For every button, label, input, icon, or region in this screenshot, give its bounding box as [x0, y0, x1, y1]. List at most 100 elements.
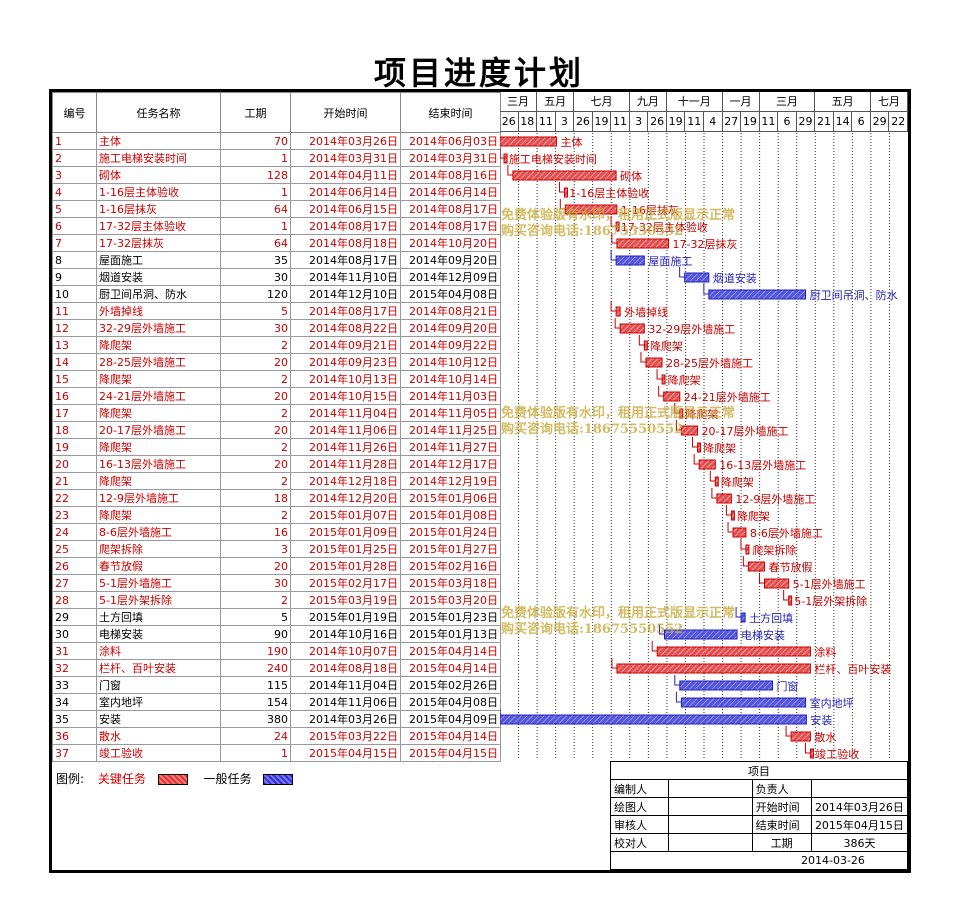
- task-start: 2015年02月17日: [290, 574, 401, 592]
- gantt-bar-label: 5-1层外架拆除: [794, 594, 867, 608]
- task-id: 20: [52, 455, 97, 473]
- table-row: 23 降爬架 2 2015年01月07日 2015年01月08日: [52, 506, 501, 524]
- gantt-bar: [512, 170, 617, 181]
- task-duration: 30: [220, 268, 291, 286]
- table-row: 34 室内地坪 154 2014年11月06日 2015年04月08日: [52, 693, 501, 711]
- task-end: 2014年06月03日: [400, 132, 501, 150]
- task-end: 2014年06月14日: [400, 183, 501, 201]
- table-row: 20 16-13层外墙施工 20 2014年11月28日 2014年12月17日: [52, 455, 501, 473]
- table-row: 7 17-32层抹灰 64 2014年08月18日 2014年10月20日: [52, 234, 501, 252]
- task-duration: 380: [220, 710, 291, 728]
- task-id: 35: [52, 710, 97, 728]
- timeline-day: 11: [611, 112, 630, 132]
- gantt-bar: [740, 612, 746, 623]
- table-row: 10 厨卫间吊洞、防水 120 2014年12月10日 2015年04月08日: [52, 285, 501, 303]
- task-end: 2015年01月27日: [400, 540, 501, 558]
- task-name: 砌体: [96, 166, 221, 184]
- task-duration: 16: [220, 523, 291, 541]
- gantt-bar-label: 屋面施工: [648, 255, 692, 268]
- timeline-day: 11: [685, 112, 704, 132]
- gantt-bar: [697, 442, 702, 453]
- dependency-link: [614, 318, 621, 329]
- task-duration: 20: [220, 421, 291, 439]
- task-end: 2015年01月24日: [400, 523, 501, 541]
- legend-normal-swatch: [263, 774, 294, 785]
- dependency-link: [610, 250, 617, 261]
- gantt-bar-label: 28-25层外墙施工: [666, 356, 753, 370]
- timeline-month: 七月: [574, 92, 630, 112]
- gantt-bar: [500, 714, 807, 725]
- dependency-link: [703, 284, 709, 295]
- task-duration: 2: [220, 472, 291, 490]
- task-name: 降爬架: [96, 506, 221, 524]
- gantt-bar: [619, 323, 645, 334]
- task-name: 17-32层抹灰: [96, 234, 221, 252]
- gantt-bar: [680, 425, 699, 436]
- task-duration: 20: [220, 455, 291, 473]
- info-start-label: 开始时间: [751, 797, 812, 816]
- task-duration: 120: [220, 285, 291, 303]
- dependency-link: [785, 726, 792, 737]
- task-name: 春节放假: [96, 557, 221, 575]
- gantt-bar-label: 8-6层外墙施工: [750, 526, 823, 540]
- gantt-bar-label: 主体: [560, 135, 582, 149]
- task-name: 5-1层外墙施工: [96, 574, 221, 592]
- dependency-link: [674, 403, 680, 414]
- timeline-day: 11: [759, 112, 779, 132]
- gantt-bar-label: 降爬架: [721, 475, 754, 489]
- task-id: 21: [52, 472, 97, 490]
- dependency-link: [559, 199, 566, 210]
- task-id: 3: [52, 166, 97, 184]
- gantt-bar: [698, 459, 716, 470]
- timeline-day: 26: [500, 112, 519, 132]
- gantt-bar: [503, 153, 508, 164]
- task-id: 10: [52, 285, 97, 303]
- info-owner: 负责人: [751, 779, 812, 798]
- task-end: 2015年01月06日: [400, 489, 501, 507]
- dependency-link: [711, 488, 717, 499]
- task-name: 散水: [96, 727, 221, 745]
- table-row: 11 外墙掉线 5 2014年08月17日 2014年08月21日: [52, 302, 501, 320]
- dependency-link: [658, 624, 665, 635]
- task-name: 5-1层外架拆除: [96, 591, 221, 609]
- dependency-link: [640, 352, 646, 363]
- task-start: 2014年06月14日: [290, 183, 401, 201]
- gantt-bar: [616, 238, 670, 249]
- gantt-bar-label: 春节放假: [768, 560, 812, 574]
- task-duration: 90: [220, 625, 291, 643]
- gantt-bar: [679, 408, 684, 419]
- dependency-link: [656, 369, 663, 380]
- dependency-link: [651, 641, 658, 652]
- info-end-value: 2015年04月15日: [810, 815, 908, 834]
- task-duration: 1: [220, 183, 291, 201]
- task-id: 27: [52, 574, 97, 592]
- task-end: 2014年08月17日: [400, 217, 501, 235]
- table-row: 37 竣工验收 1 2015年04月15日 2015年04月15日: [52, 744, 501, 762]
- gantt-bar: [716, 493, 732, 504]
- table-row: 30 电梯安装 90 2014年10月16日 2015年01月13日: [52, 625, 501, 643]
- task-name: 竣工验收: [96, 744, 221, 762]
- task-start: 2014年11月04日: [290, 404, 401, 422]
- timeline-day: 6: [778, 112, 797, 132]
- task-duration: 18: [220, 489, 291, 507]
- table-row: 17 降爬架 2 2014年11月04日 2014年11月05日: [52, 404, 501, 422]
- table-row: 12 32-29层外墙施工 30 2014年08月22日 2014年09月20日: [52, 319, 501, 337]
- schedule-frame: 编号 任务名称 工期 开始时间 结束时间 1 主体 70 2014年03月26日 201…: [49, 89, 911, 873]
- task-start: 2014年10月13日: [290, 370, 401, 388]
- task-end: 2014年12月09日: [400, 268, 501, 286]
- table-row: 2 施工电梯安装时间 1 2014年03月31日 2014年03月31日: [52, 149, 501, 167]
- col-end: 结束时间: [400, 92, 501, 133]
- task-duration: 5: [220, 608, 291, 626]
- task-duration: 240: [220, 659, 291, 677]
- task-duration: 1: [220, 744, 291, 762]
- task-duration: 115: [220, 676, 291, 694]
- gantt-bar: [616, 663, 811, 674]
- task-duration: 35: [220, 251, 291, 269]
- task-start: 2015年01月07日: [290, 506, 401, 524]
- gantt-bar: [680, 697, 807, 708]
- task-duration: 2: [220, 591, 291, 609]
- task-name: 降爬架: [96, 336, 221, 354]
- table-row: 8 屋面施工 35 2014年08月17日 2014年09月20日: [52, 251, 501, 269]
- col-duration: 工期: [220, 92, 291, 133]
- task-start: 2014年11月06日: [290, 693, 401, 711]
